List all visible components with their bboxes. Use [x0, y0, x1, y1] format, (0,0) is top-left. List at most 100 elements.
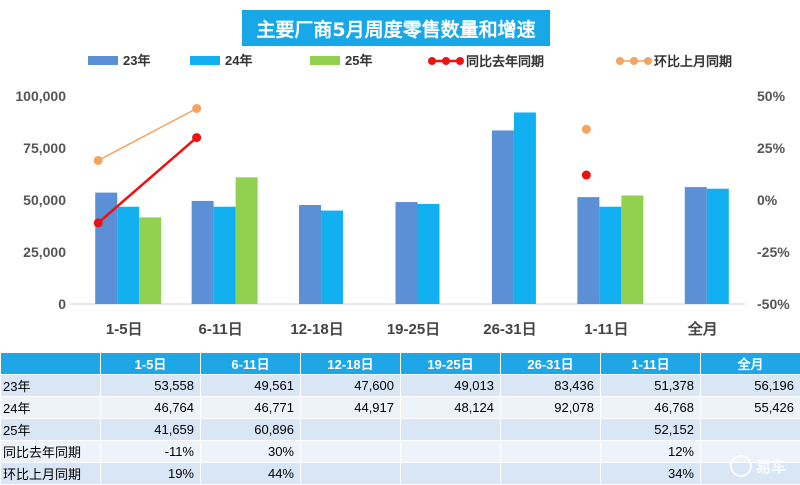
bar-25年	[621, 195, 644, 304]
table-cell: 51,378	[600, 374, 701, 397]
table-header-cell: 全月	[700, 352, 800, 375]
table-cell	[500, 462, 601, 485]
table-body: 23年 53,558 49,561 47,600 49,013 83,436 51,378 5…	[0, 374, 800, 485]
chart-svg: 0 25,000 50,000 75,000 100,000 -50% -25% 0% 25% 5…	[15, 53, 790, 338]
legend-marker-环比上月同期	[616, 57, 624, 65]
y-left-tick-label: 25,000	[23, 244, 66, 260]
bar-23年	[395, 202, 418, 304]
table-cell: 53,558	[100, 374, 201, 397]
table-cell: -11%	[100, 440, 201, 463]
table-cell: 49,561	[200, 374, 301, 397]
table-cell: 60,896	[200, 418, 301, 441]
table-cell: 83,436	[500, 374, 601, 397]
table-header-row: 1-5日 6-11日 12-18日 19-25日 26-31日 1-11日 全月	[0, 352, 800, 375]
bar-24年	[513, 112, 536, 305]
table-cell: 12%	[600, 440, 701, 463]
table-row: 同比去年同期 -11% 30% 12%	[0, 440, 800, 463]
table-cell	[300, 440, 401, 463]
table-cell	[700, 418, 800, 441]
table-cell: 55,426	[700, 396, 800, 419]
point-同比去年同期	[192, 133, 202, 143]
table-cell	[500, 418, 601, 441]
y-right-tick-label: 50%	[757, 88, 786, 104]
chart-area: 0 25,000 50,000 75,000 100,000 -50% -25% 0% 25% 5…	[15, 10, 790, 338]
legend-swatch-25年	[310, 56, 340, 65]
point-同比去年同期	[581, 170, 591, 180]
bar-24年	[321, 210, 344, 304]
x-tick-label: 19-25日	[387, 321, 440, 338]
table-cell	[700, 440, 800, 463]
table-header-cell: 12-18日	[300, 352, 401, 375]
table-header-cell: 6-11日	[200, 352, 301, 375]
x-tick-label: 1-11日	[584, 321, 628, 338]
table-header-cell: 26-31日	[500, 352, 601, 375]
table-cell: 49,013	[400, 374, 501, 397]
point-环比上月同期	[192, 103, 202, 113]
table-cell: 48,124	[400, 396, 501, 419]
watermark-logo-icon	[729, 455, 752, 477]
legend-marker-环比上月同期	[630, 57, 638, 65]
table-cell: 41,659	[100, 418, 201, 441]
table-cell	[400, 418, 501, 441]
table-cell	[300, 462, 401, 485]
y-right-tick-label: -25%	[757, 244, 790, 260]
legend-label: 24年	[225, 53, 252, 68]
y-left-tick-label: 75,000	[23, 140, 66, 156]
table-row-label: 同比去年同期	[0, 440, 101, 463]
bar-24年	[417, 203, 440, 304]
table-cell: 47,600	[300, 374, 401, 397]
y-left-tick-label: 0	[58, 296, 66, 312]
table-row: 24年 46,764 46,771 44,917 48,124 92,078 46,768 5…	[0, 396, 800, 419]
legend-marker-环比上月同期	[644, 57, 652, 65]
table-cell: 44%	[200, 462, 301, 485]
table-corner-cell	[0, 352, 101, 375]
legend-swatch-24年	[190, 56, 220, 65]
bar-23年	[299, 204, 322, 304]
table-row-label: 25年	[0, 418, 101, 441]
legend-label: 23年	[123, 53, 150, 68]
table-row: 环比上月同期 19% 44% 34%	[0, 462, 800, 485]
table-row-label: 23年	[0, 374, 101, 397]
table-cell: 46,764	[100, 396, 201, 419]
bar-23年	[191, 200, 214, 304]
table-cell	[400, 440, 501, 463]
table-cell: 92,078	[500, 396, 601, 419]
watermark-text: 易车	[755, 458, 786, 476]
table-row: 23年 53,558 49,561 47,600 49,013 83,436 51,378 5…	[0, 374, 800, 397]
table-cell: 46,771	[200, 396, 301, 419]
bar-24年	[599, 206, 622, 304]
table-row-label: 24年	[0, 396, 101, 419]
x-tick-label: 26-31日	[483, 321, 536, 338]
point-环比上月同期	[93, 155, 103, 165]
watermark: 易车	[729, 455, 786, 477]
chart-title: 主要厂商5月周度零售数量和增速	[242, 10, 550, 46]
legend-label: 25年	[345, 53, 372, 68]
table-cell: 44,917	[300, 396, 401, 419]
x-tick-label: 12-18日	[290, 321, 343, 338]
x-tick-label: 6-11日	[199, 321, 243, 338]
legend-marker-同比去年同期	[442, 57, 450, 65]
table-cell: 19%	[100, 462, 201, 485]
data-table: 1-5日 6-11日 12-18日 19-25日 26-31日 1-11日 全月 23年 53…	[0, 352, 800, 485]
table-cell: 34%	[600, 462, 701, 485]
table-cell: 52,152	[600, 418, 701, 441]
legend-label: 同比去年同期	[466, 54, 544, 69]
line-segment-环比上月同期	[97, 107, 197, 162]
bar-25年	[139, 217, 162, 304]
table-cell	[400, 462, 501, 485]
point-环比上月同期	[581, 124, 591, 134]
legend-marker-同比去年同期	[428, 57, 436, 65]
point-同比去年同期	[93, 218, 103, 228]
table-row-label: 环比上月同期	[0, 462, 101, 485]
y-left-tick-label: 100,000	[15, 88, 66, 104]
table-cell: 30%	[200, 440, 301, 463]
y-right-tick-label: 25%	[757, 140, 786, 156]
x-tick-label: 1-5日	[106, 321, 143, 338]
bar-23年	[577, 197, 600, 304]
y-left-tick-label: 50,000	[23, 192, 66, 208]
y-right-tick-label: 0%	[757, 192, 778, 208]
table-row: 25年 41,659 60,896 52,152	[0, 418, 800, 441]
table-cell	[300, 418, 401, 441]
legend-label: 环比上月同期	[654, 54, 732, 69]
x-tick-label: 全月	[687, 320, 718, 338]
